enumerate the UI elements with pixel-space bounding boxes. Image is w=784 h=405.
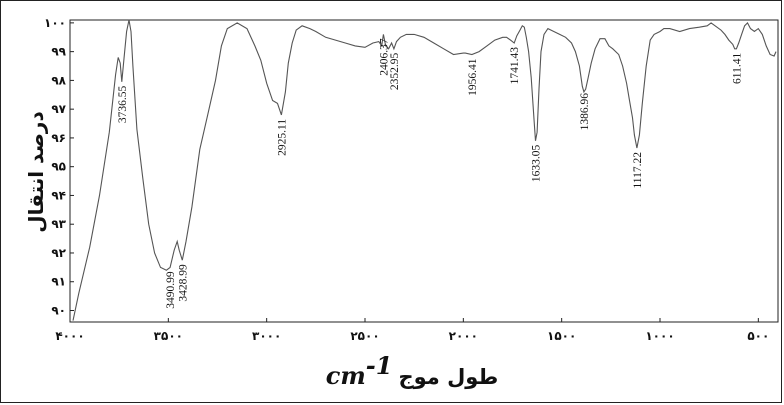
x-tick-label: ۳۵۰۰ bbox=[154, 329, 183, 343]
plot-border bbox=[69, 19, 779, 323]
plot-area bbox=[69, 19, 779, 323]
y-tick-label: ۱۰۰ bbox=[44, 16, 66, 30]
peak-label: 2352.95 bbox=[389, 53, 401, 91]
x-axis-label: cm-1 طول موج bbox=[326, 351, 498, 390]
y-tick-label: ۹۹ bbox=[51, 45, 66, 59]
y-tick-label: ۹۲ bbox=[51, 246, 66, 260]
x-tick-label: ۵۰۰ bbox=[747, 329, 769, 343]
y-tick-label: ۹۰ bbox=[51, 303, 66, 317]
peak-label: 2406.37 bbox=[378, 38, 390, 76]
peak-label: 1633.05 bbox=[531, 145, 543, 183]
x-axis-unit: cm bbox=[326, 361, 366, 390]
y-tick-label: ۹۵ bbox=[51, 160, 66, 174]
y-tick-label: ۹۸ bbox=[51, 73, 66, 87]
peak-label: 611.41 bbox=[731, 53, 743, 84]
y-tick-label: ۹۷ bbox=[51, 102, 66, 116]
peak-label: 3736.55 bbox=[117, 86, 129, 124]
x-tick-label: ۱۰۰۰ bbox=[645, 329, 674, 343]
y-tick-label: ۹۴ bbox=[51, 188, 66, 202]
x-tick-label: ۲۵۰۰ bbox=[350, 329, 379, 343]
x-tick-label: ۳۰۰۰ bbox=[252, 329, 281, 343]
peak-label: 2925.11 bbox=[276, 119, 288, 156]
peak-label: 1956.41 bbox=[467, 58, 479, 96]
y-axis: ۱۰۰ ۹۹ ۹۸ ۹۷ ۹۶ ۹۵ ۹۴ ۹۳ ۹۲ ۹۱ ۹۰ bbox=[44, 16, 74, 317]
x-axis-text: طول موج bbox=[398, 365, 498, 390]
peak-label: 1386.96 bbox=[579, 93, 591, 131]
y-tick-label: ۹۱ bbox=[51, 275, 66, 289]
peak-label: 3490.99 bbox=[165, 271, 177, 309]
x-tick-label: ۴۰۰۰ bbox=[55, 329, 84, 343]
spectrum-line bbox=[72, 19, 777, 321]
y-tick-label: ۹۶ bbox=[51, 131, 66, 145]
y-axis-label: درصد انتقال bbox=[24, 111, 48, 232]
x-tick-label: ۱۵۰۰ bbox=[547, 329, 576, 343]
peak-labels: 3736.55 3490.99 3428.99 2925.11 2406.372352.… bbox=[117, 38, 744, 309]
peak-label: 3428.99 bbox=[177, 264, 189, 302]
peak-label: 1741.43 bbox=[509, 47, 521, 85]
x-tick-label: ۲۰۰۰ bbox=[449, 329, 478, 343]
x-axis: ۴۰۰۰ ۳۵۰۰ ۳۰۰۰ ۲۵۰۰ ۲۰۰۰ ۱۵۰۰ ۱۰۰۰ ۵۰۰ bbox=[55, 318, 769, 343]
peak-label: 1117.22 bbox=[632, 152, 644, 189]
x-axis-unit-exponent: -1 bbox=[366, 351, 393, 380]
y-tick-label: ۹۳ bbox=[51, 217, 66, 231]
